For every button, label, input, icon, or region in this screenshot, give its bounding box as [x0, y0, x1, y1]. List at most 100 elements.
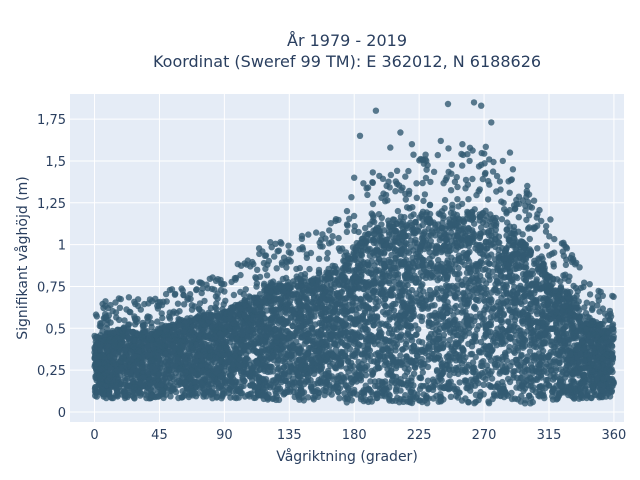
data-point	[124, 334, 132, 342]
data-point	[478, 224, 485, 231]
data-point	[438, 361, 445, 368]
data-point	[460, 289, 467, 297]
data-point	[398, 359, 405, 366]
data-point	[446, 216, 453, 223]
data-point	[538, 262, 546, 269]
data-point	[480, 381, 487, 388]
data-point	[305, 378, 312, 385]
data-point	[336, 395, 343, 402]
data-point	[373, 314, 381, 321]
data-point	[127, 371, 134, 378]
data-point	[367, 378, 374, 385]
data-point	[533, 296, 540, 304]
data-point	[404, 369, 411, 376]
data-point	[508, 389, 515, 397]
data-point	[286, 368, 294, 375]
data-point	[451, 349, 458, 357]
data-point	[175, 377, 183, 385]
data-point	[437, 285, 445, 292]
data-point	[417, 269, 424, 276]
data-point	[409, 304, 416, 311]
data-point	[389, 355, 396, 363]
data-point	[432, 309, 439, 317]
data-point	[492, 355, 499, 362]
data-point	[526, 348, 534, 355]
data-point	[440, 369, 447, 376]
data-point	[463, 320, 470, 327]
data-point	[389, 274, 397, 281]
data-point	[472, 391, 480, 398]
data-point	[385, 323, 392, 330]
data-point	[362, 396, 370, 404]
data-point	[410, 382, 417, 389]
data-point	[366, 252, 374, 259]
data-point	[172, 388, 180, 396]
data-point	[405, 384, 412, 391]
data-point	[426, 255, 433, 262]
data-point	[388, 377, 396, 384]
data-point	[429, 376, 437, 383]
data-points	[91, 99, 617, 407]
data-point	[447, 393, 455, 400]
data-point	[486, 276, 493, 283]
data-point	[424, 377, 432, 384]
data-point	[446, 366, 453, 373]
data-point	[474, 276, 481, 283]
data-point	[301, 340, 308, 347]
data-point	[283, 362, 290, 370]
data-point	[563, 362, 571, 369]
data-point	[310, 394, 317, 401]
data-point	[382, 303, 389, 310]
data-point	[476, 349, 483, 356]
data-point	[483, 252, 491, 259]
data-point	[435, 295, 443, 302]
data-point	[440, 331, 448, 339]
data-point	[454, 308, 461, 315]
data-point	[548, 341, 555, 348]
data-point	[304, 394, 312, 401]
data-point	[549, 388, 556, 395]
data-point	[495, 287, 502, 295]
data-point	[426, 312, 433, 320]
data-point	[410, 211, 417, 218]
data-point	[492, 363, 500, 371]
data-point	[410, 389, 418, 397]
data-point	[582, 310, 590, 317]
data-point	[476, 233, 484, 240]
data-point	[330, 325, 338, 332]
data-point	[392, 364, 400, 372]
data-point	[238, 318, 245, 325]
data-point	[410, 310, 417, 317]
data-point	[431, 302, 438, 309]
data-point	[351, 350, 359, 357]
data-point	[419, 339, 426, 346]
data-point	[456, 379, 463, 386]
data-point	[479, 277, 487, 284]
data-point	[451, 284, 458, 291]
data-point	[283, 377, 290, 385]
data-point	[170, 376, 178, 383]
data-point	[422, 274, 429, 281]
data-point	[482, 265, 489, 273]
data-point	[557, 352, 564, 359]
data-point	[371, 382, 379, 390]
data-point	[386, 392, 393, 399]
data-point	[433, 367, 441, 374]
data-point	[407, 297, 414, 304]
data-point	[505, 318, 512, 326]
data-point	[502, 287, 510, 294]
data-point	[397, 352, 404, 359]
data-point	[366, 245, 373, 253]
data-point	[455, 264, 462, 272]
data-point	[418, 317, 425, 325]
data-point	[289, 333, 297, 340]
data-point	[451, 317, 458, 324]
data-point	[326, 293, 333, 301]
data-point	[481, 315, 488, 323]
data-point	[491, 392, 498, 399]
data-point	[466, 324, 473, 332]
data-point	[416, 397, 424, 404]
data-point	[580, 371, 588, 379]
data-point	[511, 368, 518, 375]
